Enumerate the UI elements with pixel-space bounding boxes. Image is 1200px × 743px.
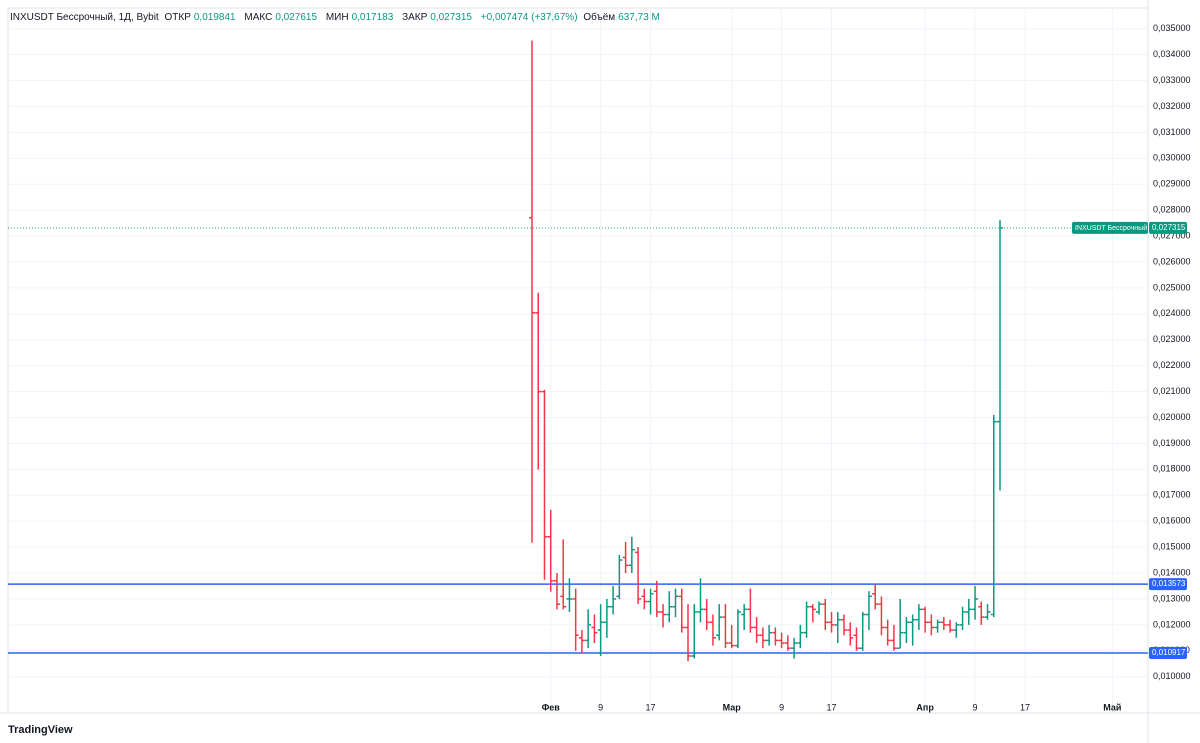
y-tick-label: 0,023000 — [1153, 334, 1191, 344]
y-tick-label: 0,026000 — [1153, 256, 1191, 266]
y-tick-label: 0,032000 — [1153, 101, 1191, 111]
y-tick-label: 0,017000 — [1153, 490, 1191, 500]
x-tick-label: Фев — [542, 702, 561, 712]
field: МАКС 0,027615 — [244, 12, 320, 23]
y-tick-label: 0,033000 — [1153, 75, 1191, 85]
y-tick-label: 0,014000 — [1153, 567, 1191, 577]
y-tick-label: 0,010000 — [1153, 671, 1191, 681]
field-label: МАКС — [244, 12, 273, 23]
field-label: МИН — [325, 12, 349, 23]
field: ОТКР 0,019841 — [164, 12, 238, 23]
x-tick-label: Мар — [723, 702, 742, 712]
legend-header: INXUSDT Бессрочный, 1Д, Bybit ОТКР 0,0198… — [10, 12, 666, 23]
y-tick-label: 0,028000 — [1153, 205, 1191, 215]
y-tick-label: 0,031000 — [1153, 127, 1191, 137]
y-tick-label: 0,034000 — [1153, 49, 1191, 59]
y-tick-label: 0,030000 — [1153, 153, 1191, 163]
price-label-bg — [1149, 221, 1187, 234]
y-tick-label: 0,025000 — [1153, 282, 1191, 292]
x-tick-label: 9 — [779, 702, 784, 712]
y-tick-label: 0,015000 — [1153, 541, 1191, 551]
y-tick-label: 0,013000 — [1153, 593, 1191, 603]
field-label: ОТКР — [164, 12, 191, 23]
y-tick-label: 0,019000 — [1153, 438, 1191, 448]
price-label-bg — [1149, 646, 1187, 659]
y-tick-label: 0,012000 — [1153, 619, 1191, 629]
y-tick-label: 0,022000 — [1153, 360, 1191, 370]
y-tick-label: 0,021000 — [1153, 386, 1191, 396]
y-tick-label: 0,027000 — [1153, 230, 1191, 240]
field-value: 0,027315 — [430, 12, 472, 23]
y-tick-label: 0,018000 — [1153, 464, 1191, 474]
y-tick-label: 0,029000 — [1153, 179, 1191, 189]
price-label-bg — [1149, 578, 1187, 591]
symbol: INXUSDT Бессрочный, 1Д, Bybit — [10, 12, 159, 23]
field-label: Объём — [583, 12, 616, 23]
field-value: 637,73 M — [618, 12, 660, 23]
y-tick-label: 0,016000 — [1153, 516, 1191, 526]
plot-area — [7, 7, 1149, 714]
y-tick-label: 0,020000 — [1153, 412, 1191, 422]
x-tick-label: 17 — [1020, 702, 1030, 712]
price-label: 0,010917 — [1152, 648, 1186, 657]
x-tick-label: 17 — [827, 702, 837, 712]
field-value: 0,027615 — [275, 12, 318, 23]
x-tick-label: 17 — [646, 702, 656, 712]
field-label: ЗАКР — [402, 12, 428, 23]
x-tick-label: Апр — [916, 702, 934, 712]
x-tick-label: 9 — [598, 702, 603, 712]
brand-logo[interactable]: TradingView — [8, 724, 73, 736]
y-tick-label: 0,035000 — [1153, 23, 1191, 33]
field: Объём 637,73 M — [583, 12, 663, 23]
field: МИН 0,017183 — [326, 12, 396, 23]
field-value: 0,017183 — [351, 12, 394, 23]
x-tick-label: 9 — [973, 702, 978, 712]
field: ЗАКР 0,027315 — [402, 12, 475, 23]
symbol-label-bg — [1072, 221, 1148, 234]
field-value: 0,019841 — [193, 12, 236, 23]
change: +0,007474 (+37,67%) — [480, 12, 578, 23]
x-tick-label: Май — [1103, 702, 1121, 712]
price-label: 0,027315 — [1152, 223, 1186, 232]
y-tick-label: 0,024000 — [1153, 308, 1191, 318]
price-label: 0,013573 — [1152, 579, 1186, 588]
symbol-label: INXUSDT Бессрочный — [1075, 224, 1147, 232]
